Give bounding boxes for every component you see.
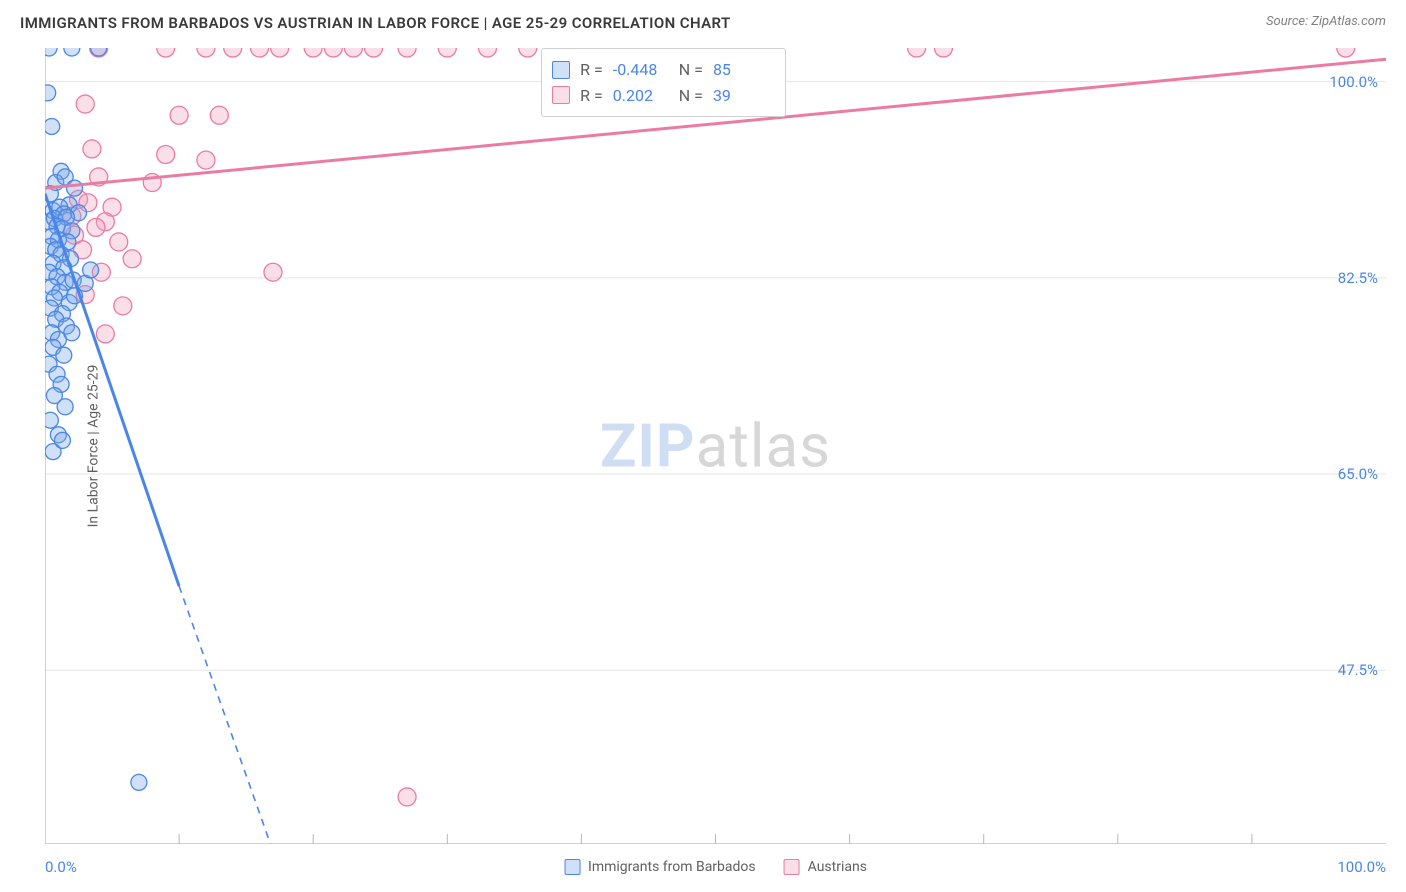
legend-item: Austrians [784, 859, 867, 875]
x-tick-min: 0.0% [45, 858, 77, 876]
stats-n-label: N = [679, 83, 703, 109]
legend-label: Immigrants from Barbados [588, 859, 756, 875]
correlation-stats-box: R = -0.448 N = 85 R = 0.202 N = 39 [541, 48, 786, 117]
y-tick-label: 100.0% [1329, 73, 1378, 91]
chart-source: Source: ZipAtlas.com [1266, 14, 1386, 29]
stats-n-value: 85 [713, 57, 769, 83]
y-tick-label: 82.5% [1338, 269, 1378, 287]
legend-swatch [784, 859, 800, 875]
legend-swatch [564, 859, 580, 875]
legend-item: Immigrants from Barbados [564, 859, 756, 875]
y-tick-label: 47.5% [1338, 661, 1378, 679]
y-tick-label: 65.0% [1338, 465, 1378, 483]
x-axis-row: 0.0% Immigrants from Barbados Austrians 1… [45, 852, 1386, 882]
stats-n-value: 39 [713, 83, 769, 109]
x-tick-max: 100.0% [1337, 858, 1386, 876]
stats-swatch [552, 86, 570, 104]
stats-r-value: 0.202 [613, 83, 669, 109]
stats-r-label: R = [580, 57, 603, 83]
stats-r-label: R = [580, 83, 603, 109]
stats-row: R = -0.448 N = 85 [552, 57, 769, 83]
stats-r-value: -0.448 [613, 57, 669, 83]
scatter-svg [45, 48, 1386, 844]
legend-label: Austrians [808, 859, 867, 875]
stats-n-label: N = [679, 57, 703, 83]
chart-title: IMMIGRANTS FROM BARBADOS VS AUSTRIAN IN … [20, 14, 731, 32]
plot-area: ZIPatlas R =-0.448N =85R =0.202N =39 [45, 48, 1386, 844]
chart-header: IMMIGRANTS FROM BARBADOS VS AUSTRIAN IN … [0, 0, 1406, 48]
series-legend: Immigrants from Barbados Austrians [564, 859, 867, 875]
stats-row: R = 0.202 N = 39 [552, 83, 769, 109]
stats-swatch [552, 61, 570, 79]
